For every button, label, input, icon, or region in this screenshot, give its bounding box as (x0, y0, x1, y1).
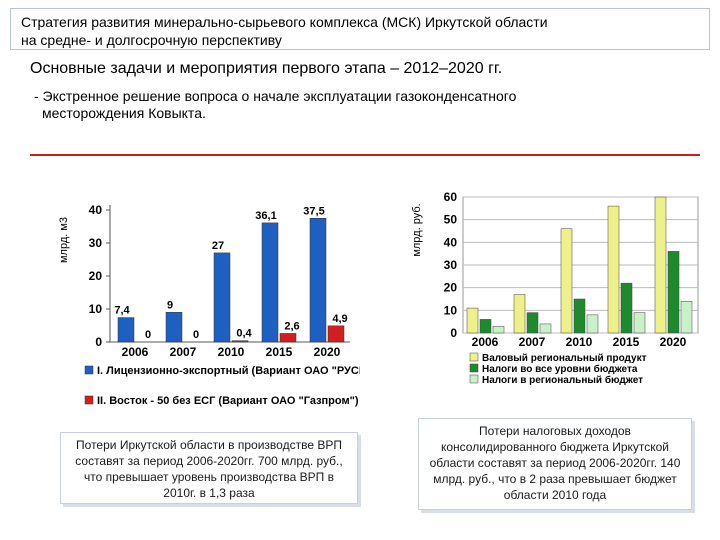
legend-swatch (469, 352, 479, 362)
divider-line (30, 154, 700, 156)
legend-swatch (469, 374, 479, 384)
data-label: 0 (145, 329, 151, 341)
legend-swatch (469, 363, 479, 373)
legend-label: I. Лицензионно-экспортный (Вариант ОАО "… (97, 365, 360, 377)
bar-series2 (327, 325, 345, 343)
task-text: - Экстренное решение вопроса о начале эк… (34, 88, 674, 122)
legend-label: II. Восток - 50 без ЕСГ (Вариант ОАО "Га… (97, 395, 359, 407)
x-tick-label: 2006 (122, 345, 149, 359)
bar-series1 (309, 218, 327, 343)
x-tick-label: 2010 (566, 335, 593, 349)
task-line-2: месторождения Ковыкта. (42, 105, 206, 121)
note-left-text: Потери Иркутской области в производстве … (75, 438, 343, 500)
data-label: 37,5 (303, 205, 324, 217)
task-line-1: - Экстренное решение вопроса о начале эк… (34, 88, 517, 104)
bar-series2 (667, 251, 680, 334)
data-label: 0,4 (236, 328, 252, 340)
bar-series1 (261, 222, 279, 343)
y-tick-label: 50 (444, 213, 458, 227)
bar-series3 (633, 312, 646, 334)
note-right-text: Потери налоговых доходов консолидированн… (429, 424, 681, 502)
bar-series1 (607, 205, 620, 334)
bar-series1 (213, 252, 231, 343)
y-tick-label: 10 (444, 303, 458, 317)
legend-label: Налоги в региональный бюджет (482, 374, 643, 386)
bar-series2 (479, 319, 492, 334)
y-tick-label: 30 (444, 258, 458, 272)
x-tick-label: 2007 (519, 335, 546, 349)
y-tick-label: 0 (450, 326, 457, 340)
y-tick-label: 60 (444, 190, 458, 204)
y-tick-label: 40 (444, 235, 458, 249)
title-line-1: Стратегия развития минерально-сырьевого … (21, 14, 548, 30)
bar-series1 (165, 312, 183, 343)
bar-series2 (620, 282, 633, 334)
budget-losses-chart: млрд. руб. 0 10 20 30 40 50 60 2006 2007 2010 2015 2… (411, 190, 699, 386)
y-tick-label: 40 (89, 203, 103, 217)
bar-series2 (279, 333, 297, 343)
section-subtitle: Основные задачи и мероприятия первого эт… (30, 60, 503, 77)
y-axis-label: млрд. м3 (58, 217, 70, 263)
data-label: 27 (212, 240, 224, 252)
x-tick-label: 2006 (472, 335, 499, 349)
data-label: 2,6 (284, 320, 299, 332)
data-label: 0 (193, 329, 199, 341)
note-right: Потери налоговых доходов консолидированн… (418, 418, 692, 510)
x-tick-label: 2015 (613, 335, 640, 349)
x-tick-label: 2020 (660, 335, 687, 349)
page-title: Стратегия развития минерально-сырьевого … (21, 13, 548, 49)
y-tick-label: 10 (89, 302, 103, 316)
y-axis-label: млрд. руб. (411, 203, 423, 256)
note-left: Потери Иркутской области в производстве … (60, 432, 358, 504)
x-tick-label: 2015 (266, 345, 293, 359)
bar-series1 (513, 294, 526, 334)
bar-series1 (654, 196, 667, 334)
y-tick-label: 20 (89, 269, 103, 283)
y-tick-label: 0 (95, 335, 102, 349)
y-tick-label: 20 (444, 281, 458, 295)
gas-production-chart: млрд. м3 0 10 20 30 40 7,4 0 2006 9 0 2007 27 0,4 2010… (58, 203, 360, 407)
data-label: 4,9 (332, 313, 347, 325)
legend-label: Налоги во все уровни бюджета (482, 363, 638, 375)
data-label: 7,4 (114, 305, 130, 317)
bar-series1 (466, 307, 479, 334)
x-tick-label: 2007 (170, 345, 197, 359)
x-tick-label: 2020 (314, 345, 341, 359)
data-label: 36,1 (255, 210, 276, 222)
title-line-2: на средне- и долгосрочную перспективу (21, 32, 282, 48)
bar-series2 (526, 312, 539, 334)
bar-series3 (680, 301, 693, 334)
bar-series2 (573, 298, 586, 334)
y-tick-label: 30 (89, 236, 103, 250)
legend-label: Валовый региональный продукт (482, 353, 647, 364)
bar-series3 (492, 325, 505, 334)
data-label: 9 (167, 299, 173, 311)
legend-swatch (84, 395, 94, 405)
bar-series3 (586, 314, 599, 334)
bar-series1 (117, 317, 135, 343)
bar-series3 (539, 323, 552, 334)
x-tick-label: 2010 (218, 345, 245, 359)
bar-series1 (560, 228, 573, 334)
legend-swatch (84, 365, 94, 375)
title-box: Стратегия развития минерально-сырьевого … (10, 8, 710, 50)
bar-series2 (231, 340, 249, 343)
